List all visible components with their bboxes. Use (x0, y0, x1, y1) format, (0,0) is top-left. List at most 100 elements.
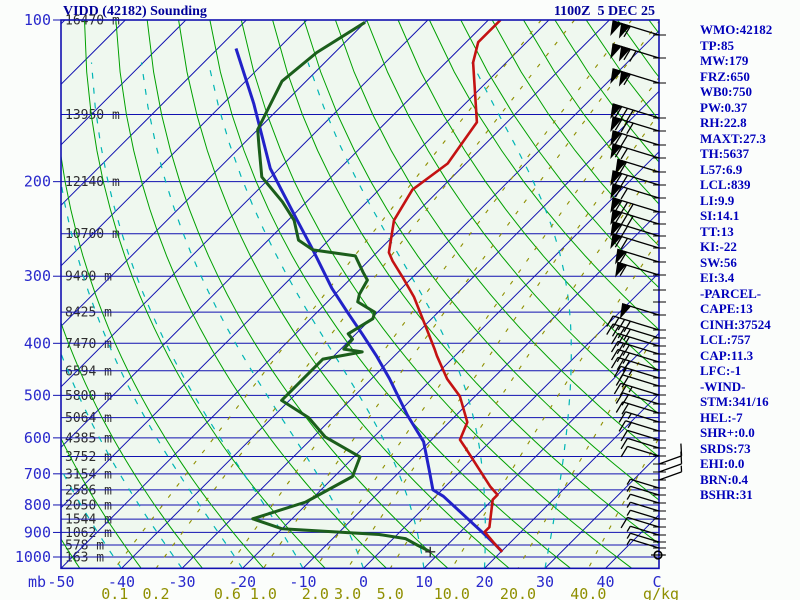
height-label: 13950 m (65, 108, 120, 123)
index-line: EI:3.4 (700, 270, 735, 285)
wind-barb-feather (616, 358, 625, 371)
wind-barb-feather (614, 119, 623, 131)
background-grid (61, 20, 659, 569)
wind-barb-feather (616, 342, 625, 355)
pressure-label: 800 (24, 496, 51, 514)
mixing-label: 20.0 (500, 585, 536, 600)
indices-panel: WMO:42182 TP:85 MW:179 FRZ:650 WB0:750 PW:0.3… (700, 22, 800, 503)
wind-barb-shaft (622, 392, 660, 405)
wind-barb-shaft (658, 455, 682, 465)
wind-barb-shaft (630, 485, 660, 496)
wind-barb-feather (622, 344, 630, 356)
pressure-label: 200 (24, 173, 51, 191)
index-line: TP:85 (700, 37, 734, 53)
mixing-label: 40.0 (570, 585, 606, 600)
mixing-label: 0.1 (101, 585, 128, 600)
wind-barb-feather (617, 319, 626, 331)
wind-barbs (606, 20, 683, 560)
wind-barb-half-feather (626, 532, 631, 539)
index-line: -PARCEL- (700, 285, 762, 301)
wind-barb-feather (614, 212, 623, 224)
wind-barb-feather (620, 148, 629, 160)
wind-barb-half-feather (626, 509, 631, 516)
wind-barb-feather (621, 376, 629, 388)
pressure-label: 400 (24, 334, 51, 352)
wind-barb-half-feather (626, 485, 631, 492)
wind-barb-feather (620, 430, 629, 442)
wind-barb-shaft (612, 323, 660, 339)
height-label: 6594 m (65, 364, 112, 379)
wind-barb-shaft (658, 463, 682, 473)
wind-barb-feather (611, 317, 620, 329)
wind-barb-feather (619, 251, 628, 264)
wind-barb-half-feather (626, 538, 631, 545)
wind-barb-shaft (658, 471, 682, 481)
wind-barb-feather (614, 173, 623, 185)
wind-barb-flag (610, 233, 622, 250)
wind-barb-shaft (622, 401, 660, 414)
plot-frame (60, 19, 660, 570)
wind-barb-feather (614, 106, 623, 118)
index-line: CINH:37524 (700, 316, 771, 332)
wind-barb-feather (626, 203, 634, 216)
index-line: TT:13 (700, 223, 734, 239)
temp-label: 30 (536, 573, 554, 591)
mixing-label: 2.0 (302, 585, 329, 600)
index-line: CAP:11.3 (700, 347, 754, 363)
wind-barb-shaft (630, 509, 660, 520)
wind-barb-feather (621, 394, 629, 406)
height-label: 9490 m (65, 270, 112, 285)
dewpoint-curve (251, 21, 431, 554)
wind-barb-flag (610, 68, 622, 85)
index-line: L57:6.9 (700, 161, 743, 177)
mixing-label: 5.0 (377, 585, 404, 600)
wind-barb-flag (610, 20, 622, 37)
wind-barb-feather (614, 236, 623, 248)
index-line: HEL:-7 (700, 409, 743, 425)
wind-barb-feather (619, 161, 628, 174)
wind-barb-feather (619, 264, 628, 277)
temp-label: -20 (229, 573, 256, 591)
index-line: LFC:-1 (700, 363, 742, 378)
wind-barb-feather (620, 188, 629, 200)
height-label: 16470 m (65, 14, 120, 29)
wind-barb-flag (610, 221, 622, 238)
temp-label: 10 (415, 573, 433, 591)
wind-barb-feather (615, 392, 624, 404)
wind-barb-shaft (630, 525, 660, 536)
index-line: KI:-22 (700, 239, 737, 254)
wind-barb-feather (606, 323, 614, 335)
wind-barb-flag (610, 183, 622, 200)
wind-barb-feather (618, 411, 627, 423)
index-line: RH:22.8 (700, 115, 747, 130)
wind-barb-feather (626, 109, 634, 122)
wind-barb-half-feather (626, 525, 631, 532)
wind-barb-feather (620, 226, 629, 238)
pressure-axis-labels: 100 200 300 400 500 600 700 800 900 1000 (15, 11, 61, 566)
wind-barb-feather (620, 446, 629, 458)
index-line: LI:9.9 (700, 192, 735, 208)
index-line: CAPE:13 (700, 301, 753, 316)
wind-barb-shaft (630, 532, 660, 543)
wind-barb-shaft (627, 445, 660, 457)
wind-barb-feather (620, 108, 629, 120)
wind-barb-feather (623, 320, 631, 333)
wind-barb-feather (620, 214, 629, 226)
index-line: SHR+:0.0 (700, 425, 755, 440)
wind-barb-flag (618, 45, 631, 62)
mixing-unit-label: g/kg (643, 585, 679, 600)
wind-barb-half-feather (626, 501, 631, 508)
surface-station-marker (651, 550, 665, 560)
wind-barb-feather (610, 357, 619, 369)
wind-barb-shaft (630, 493, 660, 504)
index-line: SI:14.1 (700, 208, 740, 223)
index-line: MW:179 (700, 53, 749, 68)
chart-title: VIDD (42182) Sounding (63, 4, 207, 19)
wind-barb-feather (620, 121, 629, 133)
wind-barb-shaft (617, 332, 660, 347)
height-label: 2050 m (65, 498, 112, 513)
temp-unit-label: C (652, 573, 661, 591)
pressure-label: 300 (24, 267, 51, 285)
wind-barb-feather (615, 401, 624, 413)
isotherms (61, 20, 659, 569)
